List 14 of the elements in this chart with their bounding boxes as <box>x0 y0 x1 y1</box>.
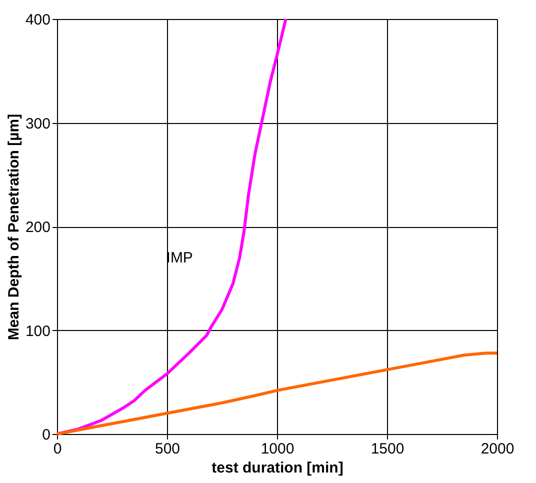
text: IMP <box>166 250 193 267</box>
y-axis-title: Mean Depth of Penetration [µm] <box>5 114 22 340</box>
y-tick-label: 0 <box>42 426 50 444</box>
y-tick-label: 300 <box>25 115 50 132</box>
x-tick-label: 1500 <box>370 440 404 458</box>
x-axis-title: test duration [min] <box>212 460 344 476</box>
y-tick-label: 100 <box>25 322 50 340</box>
x-tick-label: 0 <box>53 440 62 458</box>
y-tick-label: 400 <box>25 12 50 28</box>
line-series <box>56 352 498 436</box>
x-tick-label: 2000 <box>480 440 514 458</box>
y-tick-label: 200 <box>25 219 50 236</box>
x-tick-label: 1000 <box>260 440 294 458</box>
x-tick-label: 500 <box>154 440 180 458</box>
